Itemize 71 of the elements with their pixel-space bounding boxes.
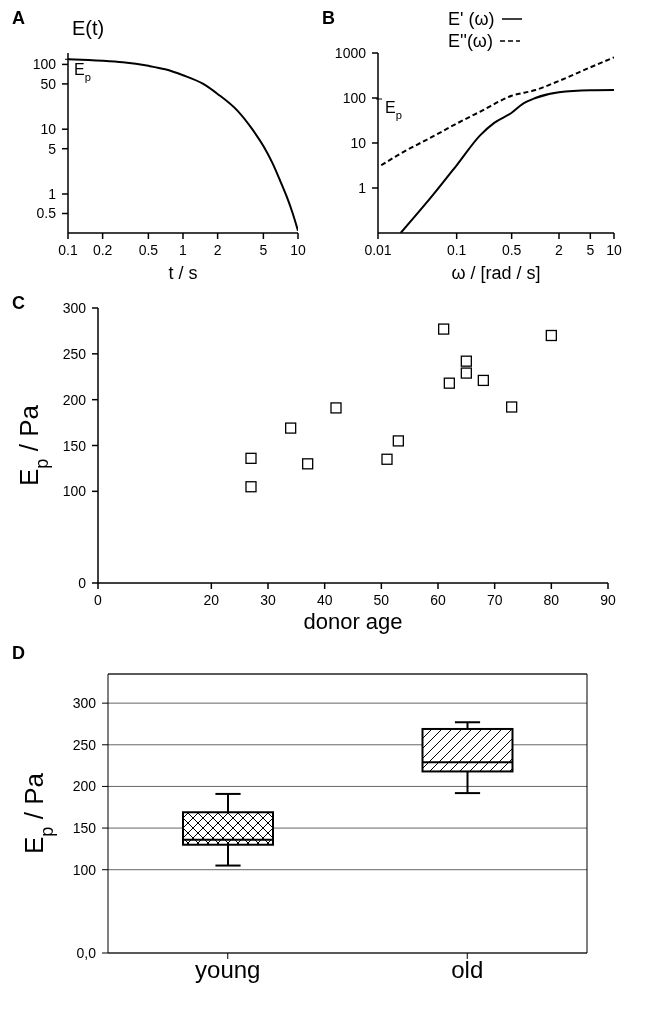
- point: [460, 367, 472, 379]
- y-tick-label: 1: [358, 180, 367, 196]
- x-axis-title: t / s: [168, 263, 198, 283]
- point: [438, 323, 450, 335]
- x-tick-label: 0.1: [58, 242, 78, 258]
- point: [285, 422, 297, 434]
- y-tick-label: 10: [350, 135, 367, 151]
- legend-label: E' (ω): [448, 8, 495, 30]
- chart-title: B: [322, 8, 335, 29]
- annotation: E$_{p}$: [74, 61, 91, 84]
- x-tick-label: 2: [555, 242, 564, 258]
- x-tick-label: 10: [606, 242, 622, 258]
- x-axis-title: donor age: [303, 609, 403, 634]
- chart-title: D: [12, 643, 25, 664]
- point: [392, 435, 404, 447]
- x-tick-label: old: [451, 956, 484, 984]
- x-tick-label: 1: [179, 242, 188, 258]
- point: [477, 374, 489, 387]
- y-tick-label: 50: [40, 75, 57, 92]
- point: [245, 481, 257, 493]
- y-tick-label: 100: [32, 56, 57, 73]
- y-tick-label: 0: [78, 575, 87, 591]
- x-tick-label: 30: [260, 592, 276, 608]
- y-tick-label: 150: [72, 820, 97, 837]
- y-tick-label: 1: [48, 185, 57, 202]
- legend-label: E''(ω): [448, 30, 493, 52]
- y-tick-label: 0,0: [76, 945, 97, 961]
- y-tick-label: 100: [342, 90, 367, 106]
- x-tick-label: 5: [259, 242, 268, 258]
- y-tick-label: 100: [62, 483, 87, 500]
- y-tick-label: 300: [72, 695, 97, 712]
- x-tick-label: 70: [486, 592, 503, 608]
- y-tick-label: 150: [62, 437, 87, 454]
- point: [460, 355, 472, 367]
- x-tick-label: 40: [316, 592, 333, 608]
- x-tick-label: 20: [203, 592, 220, 608]
- point: [381, 453, 393, 465]
- y-tick-label: 250: [62, 345, 87, 362]
- x-tick-label: 0.5: [501, 242, 522, 258]
- annotation: E$_{p}$: [385, 99, 402, 121]
- point: [506, 401, 518, 413]
- x-tick-label: 0.5: [138, 242, 159, 258]
- x-tick-label: 90: [600, 592, 616, 608]
- y-tick-label: 200: [72, 778, 97, 795]
- point: [245, 452, 257, 464]
- y-tick-label: 0.5: [36, 205, 57, 222]
- chart-title: A: [12, 8, 25, 29]
- x-tick-label: 50: [373, 592, 390, 608]
- x-tick-label: young: [195, 956, 261, 984]
- x-tick-label: 0.2: [92, 242, 113, 258]
- y-tick-label: 300: [62, 300, 87, 316]
- x-tick-label: 0.01: [364, 242, 392, 258]
- x-tick-label: 10: [290, 242, 306, 258]
- chart-title: C: [12, 293, 25, 314]
- point: [545, 329, 557, 342]
- x-tick-label: 0.1: [446, 242, 467, 258]
- x-tick-label: 80: [543, 592, 560, 608]
- x-tick-label: 60: [430, 592, 446, 608]
- y-tick-label: 5: [48, 140, 57, 157]
- point: [443, 377, 455, 389]
- y-tick-label: 1000: [334, 45, 367, 61]
- point: [302, 458, 314, 470]
- x-tick-label: 2: [213, 242, 222, 258]
- y-tick-label: 100: [72, 861, 97, 878]
- y-axis-title: E(t): [71, 17, 105, 39]
- y-tick-label: 200: [62, 391, 87, 408]
- x-axis-title: ω / [rad / s]: [451, 263, 541, 283]
- point: [330, 402, 342, 414]
- x-tick-label: 5: [586, 242, 595, 258]
- y-tick-label: 10: [40, 121, 57, 138]
- y-tick-label: 250: [72, 736, 97, 753]
